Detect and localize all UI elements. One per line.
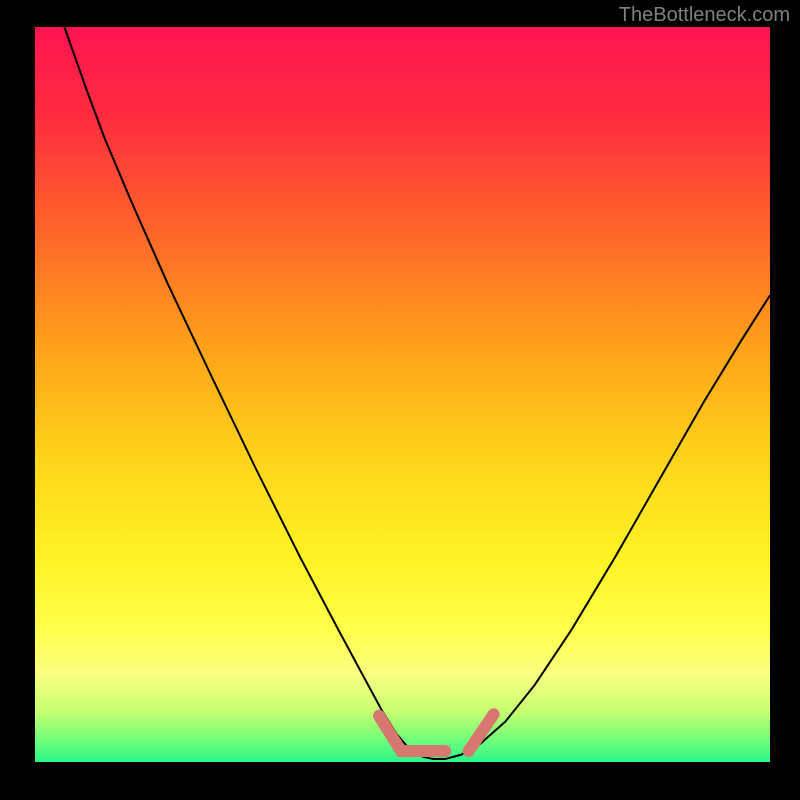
plot-area-gradient [35,27,770,762]
chart-canvas: TheBottleneck.com [0,0,800,800]
chart-svg [0,0,800,800]
watermark-text: TheBottleneck.com [619,4,790,27]
